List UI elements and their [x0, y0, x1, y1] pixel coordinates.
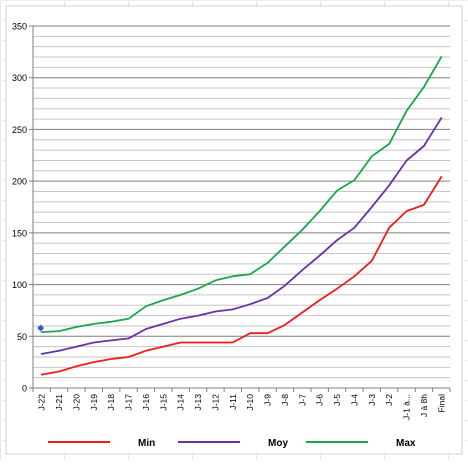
x-tick-label: J-12 — [210, 394, 220, 411]
chart-area — [5, 5, 463, 455]
y-tick-label: 350 — [12, 22, 27, 32]
x-tick-label: J-9 — [263, 394, 273, 406]
y-tick-label: 300 — [12, 73, 27, 83]
x-tick-label: J-1 à... — [402, 394, 412, 420]
x-tick-label: J-4 — [349, 394, 359, 406]
y-tick-label: 50 — [17, 332, 27, 342]
x-tick-label: J-2 — [384, 394, 394, 406]
x-tick-label: J-5 — [332, 394, 342, 406]
annotation-markers — [37, 324, 45, 332]
y-tick-label: 0 — [22, 384, 27, 394]
y-tick-label: 250 — [12, 125, 27, 135]
x-tick-label: J à 8h — [419, 394, 429, 417]
x-tick-label: J-14 — [176, 394, 186, 411]
y-tick-label: 200 — [12, 177, 27, 187]
y-tick-label: 150 — [12, 228, 27, 238]
x-tick-label: J-15 — [158, 394, 168, 411]
legend-label-max: Max — [396, 438, 416, 449]
x-tick-label: J-13 — [193, 394, 203, 411]
series-line-min — [40, 176, 443, 376]
x-tick-label: J-3 — [367, 394, 377, 406]
x-tick-label: Final — [436, 394, 446, 413]
x-tick-label: J-18 — [106, 394, 116, 411]
x-tick-label: J-8 — [280, 394, 290, 406]
legend: Min Moy Max — [48, 438, 416, 449]
x-tick-label: J-10 — [245, 394, 255, 411]
x-tick-label: J-20 — [71, 394, 81, 411]
x-tick-label: J-6 — [315, 394, 325, 406]
x-tick-label: J-17 — [124, 394, 134, 411]
x-tick-label: J-21 — [54, 394, 64, 411]
x-axis-tick-labels: J-22 J-21 J-20 J-19 J-18 J-17 J-16 J-15 J-14 J-13… — [37, 394, 447, 420]
axes — [29, 25, 451, 392]
x-tick-label: J-11 — [228, 394, 238, 410]
x-tick-label: J-16 — [141, 394, 151, 411]
series-line-moy — [40, 117, 443, 355]
x-tick-label: J-19 — [89, 394, 99, 411]
x-tick-label: J-7 — [297, 394, 307, 406]
y-axis-tick-labels: 0 50 100 150 200 250 300 350 — [12, 22, 27, 394]
legend-label-min: Min — [138, 438, 155, 449]
series-line-max — [40, 56, 443, 334]
y-tick-label: 100 — [12, 280, 27, 290]
diamond-marker — [37, 324, 45, 332]
legend-label-moy: Moy — [268, 438, 288, 449]
x-tick-label: J-22 — [37, 394, 47, 411]
series-lines — [40, 56, 443, 376]
gridlines — [33, 25, 450, 389]
